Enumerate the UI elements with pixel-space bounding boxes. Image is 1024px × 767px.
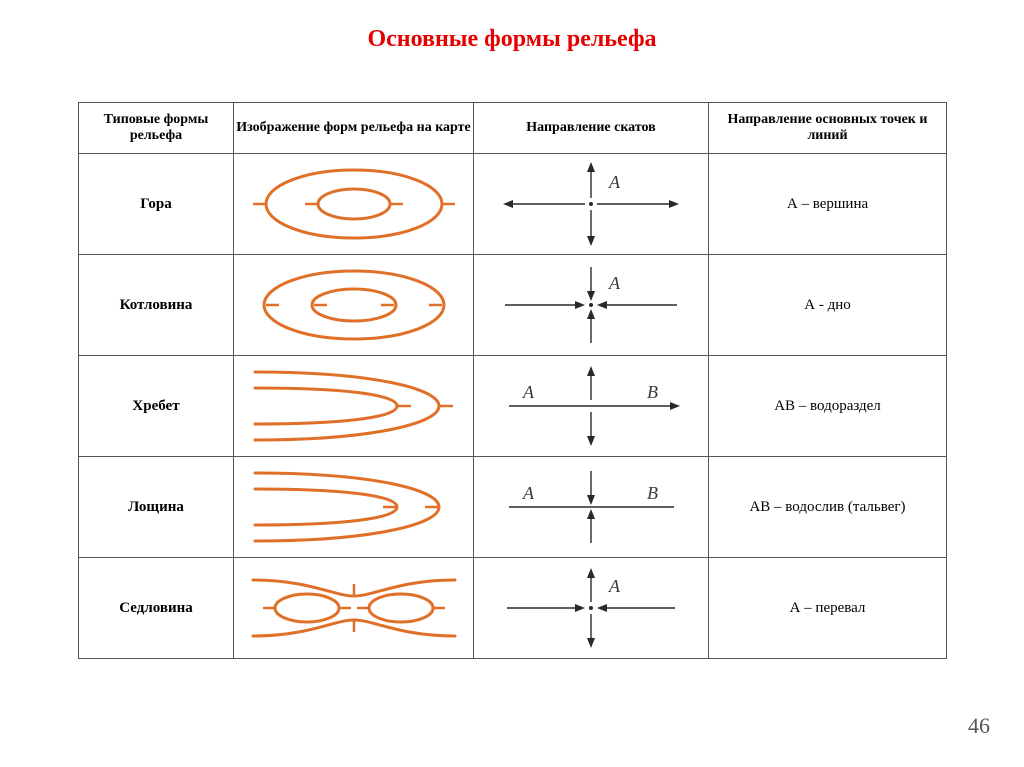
- row-contour: [234, 154, 474, 255]
- slopes-basin: А: [479, 257, 704, 353]
- label-A: А: [522, 382, 535, 402]
- row-name: Лощина: [79, 457, 234, 558]
- row-slopes: А В: [474, 457, 709, 558]
- contour-valley: [239, 459, 469, 555]
- row-name: Гора: [79, 154, 234, 255]
- row-slopes: А В: [474, 356, 709, 457]
- slopes-valley: А В: [479, 459, 704, 555]
- contour-basin: [239, 257, 469, 353]
- table-row: Седловина: [79, 558, 947, 659]
- row-slopes: А: [474, 154, 709, 255]
- slopes-saddle: А: [479, 560, 704, 656]
- row-name: Седловина: [79, 558, 234, 659]
- row-definition: АВ – водораздел: [709, 356, 947, 457]
- row-contour: [234, 356, 474, 457]
- row-contour: [234, 457, 474, 558]
- col-header-slopes: Направление скатов: [474, 103, 709, 154]
- contour-mountain: [239, 156, 469, 252]
- label-A: А: [608, 576, 621, 596]
- row-slopes: А: [474, 255, 709, 356]
- row-definition: А – перевал: [709, 558, 947, 659]
- table-header-row: Типовые формы рельефа Изображение форм р…: [79, 103, 947, 154]
- slopes-mountain: А: [479, 156, 704, 252]
- row-contour: [234, 558, 474, 659]
- table-row: Хребет: [79, 356, 947, 457]
- col-header-map: Изображение форм рельефа на карте: [234, 103, 474, 154]
- col-header-forms: Типовые формы рельефа: [79, 103, 234, 154]
- label-A: А: [522, 483, 535, 503]
- row-definition: А - дно: [709, 255, 947, 356]
- row-definition: АВ – водослив (тальвег): [709, 457, 947, 558]
- table-row: Лощина А: [79, 457, 947, 558]
- contour-saddle: [239, 560, 469, 656]
- label-B: В: [647, 483, 658, 503]
- label-B: В: [647, 382, 658, 402]
- row-slopes: А: [474, 558, 709, 659]
- label-A: А: [608, 273, 621, 293]
- table-row: Гора: [79, 154, 947, 255]
- slopes-ridge: А В: [479, 358, 704, 454]
- row-definition: А – вершина: [709, 154, 947, 255]
- page-title: Основные формы рельефа: [0, 26, 1024, 53]
- page-number: 46: [968, 713, 990, 739]
- row-name: Хребет: [79, 356, 234, 457]
- row-contour: [234, 255, 474, 356]
- label-A: А: [608, 172, 621, 192]
- table-row: Котловина: [79, 255, 947, 356]
- relief-table: Типовые формы рельефа Изображение форм р…: [78, 102, 946, 659]
- contour-ridge: [239, 358, 469, 454]
- row-name: Котловина: [79, 255, 234, 356]
- col-header-points: Направление основных точек и линий: [709, 103, 947, 154]
